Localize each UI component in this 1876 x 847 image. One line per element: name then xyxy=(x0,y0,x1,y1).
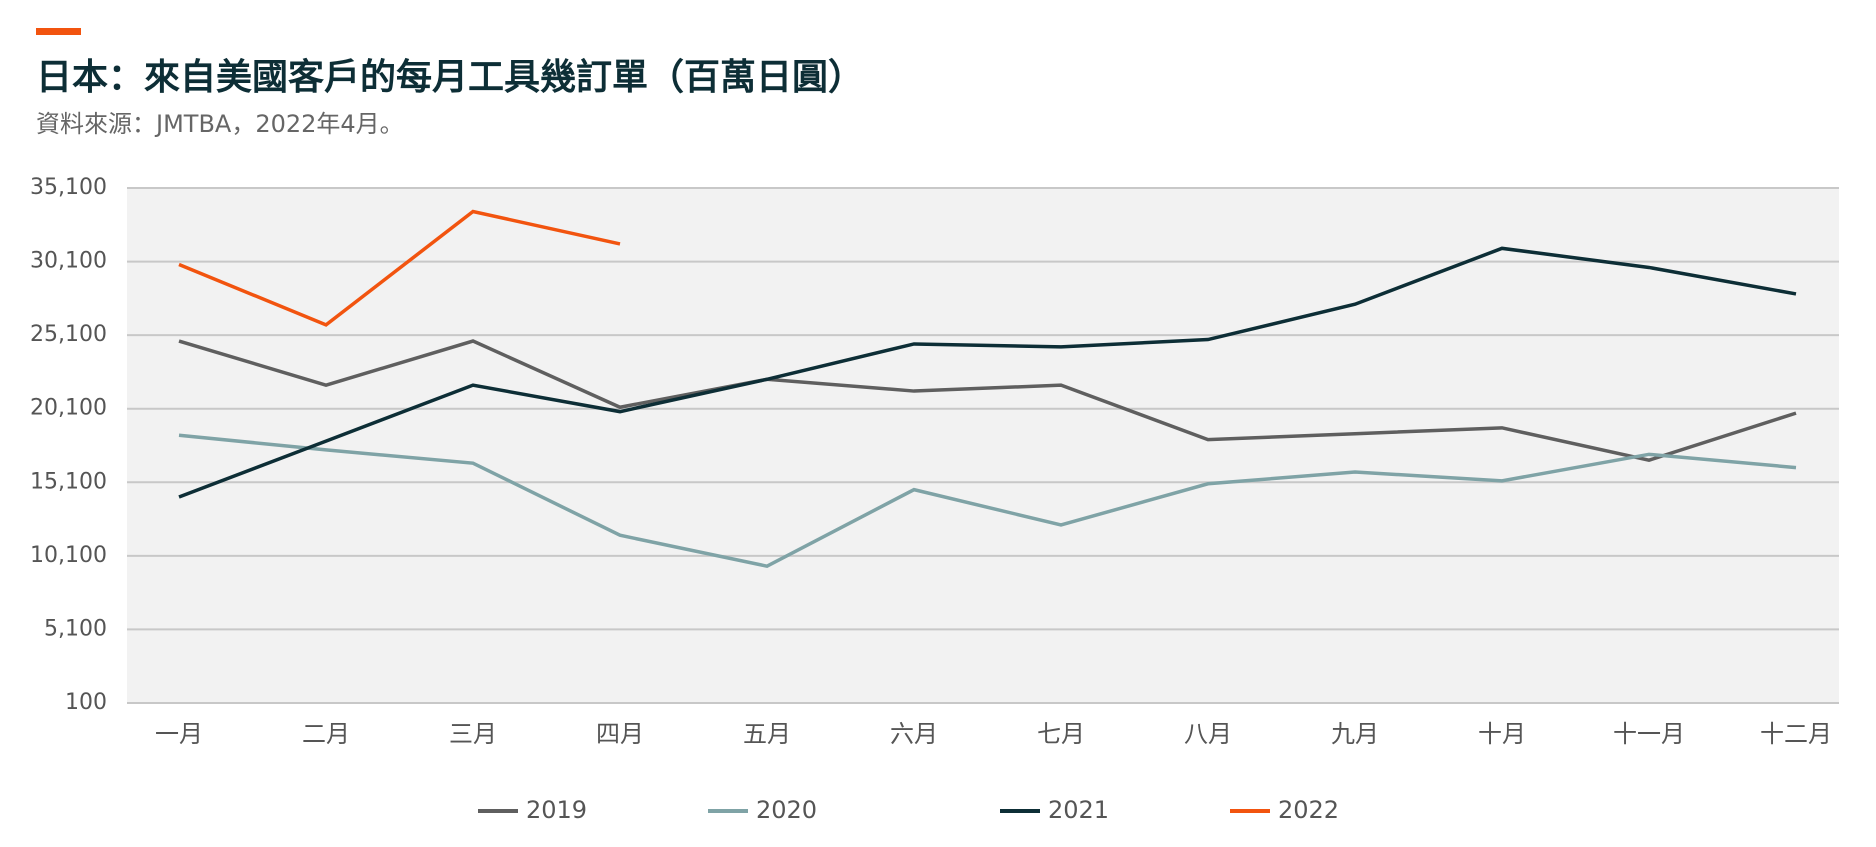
x-tick-label: 十二月 xyxy=(1760,720,1832,748)
x-tick-label: 四月 xyxy=(596,720,644,748)
line-series xyxy=(178,246,1797,499)
x-tick-label: 八月 xyxy=(1184,720,1232,748)
accent-bar xyxy=(36,28,81,35)
y-tick-label: 15,100 xyxy=(30,469,107,494)
y-tick-label: 20,100 xyxy=(30,396,107,421)
legend-label: 2022 xyxy=(1278,796,1339,824)
x-tick-label: 一月 xyxy=(155,720,203,748)
y-tick-label: 5,100 xyxy=(44,616,107,641)
plot-area xyxy=(127,188,1839,703)
y-tick-label: 10,100 xyxy=(30,543,107,568)
chart-subtitle: 資料來源：JMTBA，2022年4月。 xyxy=(36,110,404,138)
line-series xyxy=(178,339,1797,463)
x-tick-label: 十月 xyxy=(1478,720,1526,748)
y-tick-label: 100 xyxy=(65,690,107,715)
x-tick-label: 七月 xyxy=(1037,720,1085,748)
y-tick-label: 30,100 xyxy=(30,249,107,274)
legend-label: 2021 xyxy=(1048,796,1109,824)
y-tick-label: 35,100 xyxy=(30,175,107,200)
legend-label: 2019 xyxy=(526,796,587,824)
x-tick-label: 十一月 xyxy=(1613,720,1685,748)
x-tick-label: 三月 xyxy=(449,720,497,748)
line-series xyxy=(178,433,1797,568)
x-tick-label: 五月 xyxy=(743,720,791,748)
x-tick-label: 二月 xyxy=(302,720,350,748)
line-series xyxy=(178,209,621,327)
legend-label: 2020 xyxy=(756,796,817,824)
y-tick-label: 25,100 xyxy=(30,322,107,347)
x-tick-label: 九月 xyxy=(1331,720,1379,748)
chart-title: 日本：來自美國客戶的每月工具幾訂單（百萬日圓） xyxy=(36,57,864,98)
x-tick-label: 六月 xyxy=(890,720,938,748)
